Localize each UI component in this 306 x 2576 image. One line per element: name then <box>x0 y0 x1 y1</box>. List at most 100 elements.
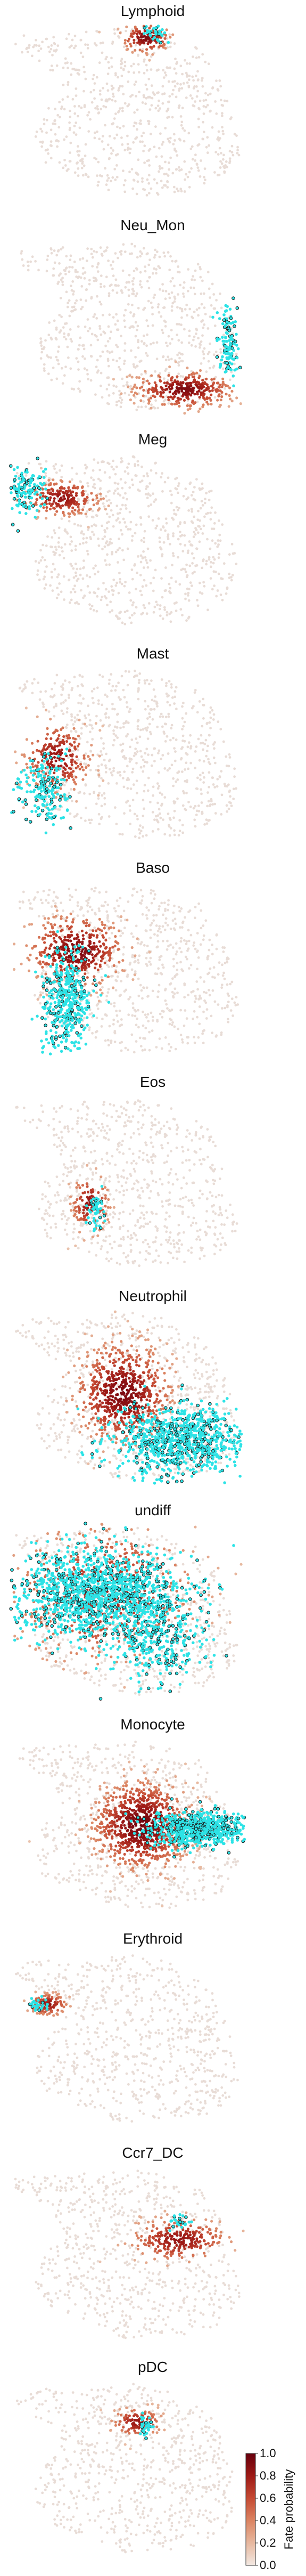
cell-point <box>184 592 187 596</box>
cell-point <box>100 303 103 306</box>
cell-point <box>59 329 62 332</box>
cell-point <box>131 1002 135 1005</box>
cell-point <box>165 522 168 525</box>
cell-point <box>56 145 59 148</box>
cell-point <box>86 510 89 513</box>
cell-point <box>123 696 126 699</box>
cell-point <box>177 484 180 487</box>
cell-point <box>11 507 14 510</box>
cell-point <box>35 498 38 501</box>
cell-point <box>52 899 55 903</box>
cell-point <box>48 749 52 751</box>
cell-point <box>20 252 23 255</box>
cell-point <box>139 359 143 362</box>
cell-point <box>94 393 97 396</box>
cell-point <box>106 604 109 606</box>
cell-point <box>90 818 93 822</box>
cell-point <box>217 1003 220 1006</box>
cell-point <box>173 42 176 45</box>
cell-point <box>72 290 75 293</box>
cell-point <box>77 734 80 738</box>
cell-point <box>111 974 114 978</box>
cell-point <box>168 269 171 271</box>
cell-point <box>132 62 135 66</box>
cell-point <box>51 536 54 539</box>
cell-point <box>139 942 142 946</box>
cell-point <box>80 307 82 311</box>
cell-point <box>122 169 125 173</box>
cell-point <box>81 684 84 687</box>
cell-point <box>178 166 180 169</box>
cell-point <box>183 281 186 284</box>
cell-point <box>142 815 145 817</box>
cell-point <box>230 144 234 148</box>
cell-point <box>188 329 191 332</box>
cell-point <box>59 272 62 275</box>
cell-point <box>177 396 180 400</box>
cell-point <box>75 68 78 71</box>
cell-point <box>108 157 111 160</box>
cell-point <box>149 963 152 966</box>
cell-point <box>25 738 29 741</box>
cell-point <box>157 752 160 755</box>
cell-point <box>92 498 95 501</box>
cell-point <box>46 491 49 494</box>
cell-point <box>46 255 49 257</box>
cell-point <box>53 531 56 534</box>
cell-point <box>202 112 205 115</box>
cell-point <box>51 54 54 56</box>
cell-point <box>21 800 24 803</box>
cell-point <box>198 1022 201 1026</box>
cell-point <box>158 537 161 539</box>
cell-point <box>79 573 82 576</box>
cell-point <box>90 888 93 891</box>
cell-point <box>154 568 157 572</box>
cell-point <box>21 475 24 478</box>
cell-point <box>114 112 117 116</box>
cell-point <box>150 187 153 190</box>
cell-point <box>158 958 161 961</box>
cell-point <box>189 761 192 765</box>
cell-point <box>49 47 53 51</box>
cell-point <box>177 265 180 268</box>
cell-point <box>79 38 82 42</box>
cell-point <box>97 958 100 962</box>
cell-point <box>77 524 80 527</box>
cell-point <box>136 818 139 820</box>
cell-point <box>152 342 155 345</box>
cell-point <box>168 1050 171 1052</box>
cell-point <box>143 32 146 35</box>
cell-point <box>105 910 109 913</box>
cell-point <box>192 286 195 289</box>
cell-point <box>104 588 107 591</box>
cell-point <box>58 767 61 770</box>
cell-point <box>138 43 142 46</box>
cell-point <box>142 377 145 380</box>
cell-point <box>49 356 52 359</box>
cell-point <box>77 749 80 752</box>
cell-point <box>114 689 117 692</box>
cell-point <box>23 492 27 495</box>
cell-point <box>86 318 89 321</box>
cell-point <box>107 67 111 70</box>
cell-point <box>64 919 68 923</box>
cell-point <box>54 133 57 136</box>
cell-point <box>136 727 139 730</box>
cell-point <box>75 800 78 803</box>
cell-point <box>126 684 129 687</box>
cell-point <box>164 127 167 129</box>
cell-point <box>112 274 115 278</box>
cell-point <box>225 804 228 807</box>
cell-point <box>218 147 221 150</box>
cell-point <box>160 1047 163 1050</box>
cell-point <box>108 313 111 316</box>
cell-point <box>125 757 128 760</box>
cell-point <box>36 768 40 771</box>
cell-point <box>35 749 39 752</box>
cell-point <box>228 386 231 389</box>
cell-point <box>181 734 185 737</box>
cell-point <box>123 190 127 193</box>
cell-point <box>137 339 139 342</box>
cell-point <box>77 974 80 978</box>
cell-point <box>105 1014 108 1017</box>
